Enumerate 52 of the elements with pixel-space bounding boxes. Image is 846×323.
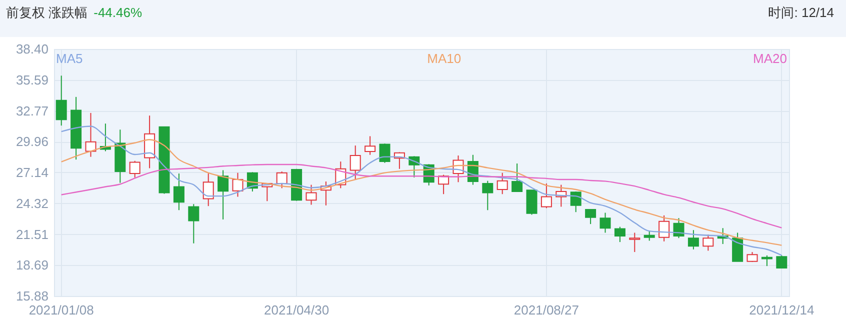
candlestick xyxy=(364,136,376,156)
x-tick-label: 2021/08/27 xyxy=(514,302,579,318)
candlestick xyxy=(188,204,200,244)
text: MA20 xyxy=(753,51,787,66)
candlestick xyxy=(732,232,744,262)
candlestick xyxy=(173,172,184,211)
candlestick xyxy=(218,170,229,220)
text: MA5 xyxy=(56,51,83,66)
candlestick xyxy=(776,254,788,269)
candlestick xyxy=(56,75,67,126)
candlestick xyxy=(482,180,494,211)
y-tick-label: 15.88 xyxy=(16,288,48,304)
candlestick xyxy=(512,163,523,192)
chart-title: 前复权 涨跌幅 xyxy=(6,5,88,20)
candlestick xyxy=(85,112,96,158)
candlestick xyxy=(144,115,156,169)
candlestick xyxy=(761,254,772,267)
candlestick xyxy=(585,208,596,225)
candlestick xyxy=(276,171,288,189)
candlestick xyxy=(202,172,214,207)
y-tick-label: 29.96 xyxy=(16,134,48,150)
text: -44.46% xyxy=(94,5,142,20)
y-tick-label: 24.32 xyxy=(16,196,48,211)
text: 时间: 12/14 xyxy=(768,4,834,22)
candlestick xyxy=(129,160,140,178)
candlestick xyxy=(350,145,361,180)
y-tick-label: 27.14 xyxy=(16,165,48,180)
candlestick xyxy=(496,172,508,195)
candlestick xyxy=(629,232,640,253)
candlestick xyxy=(540,182,552,209)
candlestick xyxy=(614,226,626,243)
y-tick-label: 35.59 xyxy=(16,72,48,88)
x-tick-label: 2021/01/08 xyxy=(28,302,94,318)
candlestick xyxy=(644,230,655,242)
candlestick xyxy=(600,212,611,234)
y-tick-label: 38.40 xyxy=(16,42,48,56)
candlestick xyxy=(702,234,714,252)
line-series xyxy=(60,138,782,246)
x-tick-label: 2021/12/14 xyxy=(749,302,814,318)
x-tick-label: 2021/04/30 xyxy=(264,302,330,318)
candlestick xyxy=(673,218,684,239)
candlestick xyxy=(232,172,244,198)
text: MA10 xyxy=(427,51,462,66)
y-tick-label: 32.77 xyxy=(16,103,48,118)
y-tick-label: 21.51 xyxy=(16,226,48,242)
candlestick xyxy=(658,214,670,242)
y-tick-label: 18.69 xyxy=(16,258,48,273)
candlestick xyxy=(688,230,699,250)
candlestick xyxy=(526,190,538,216)
line-series xyxy=(60,126,782,256)
candlestick xyxy=(306,184,317,206)
candlestick xyxy=(379,143,390,164)
